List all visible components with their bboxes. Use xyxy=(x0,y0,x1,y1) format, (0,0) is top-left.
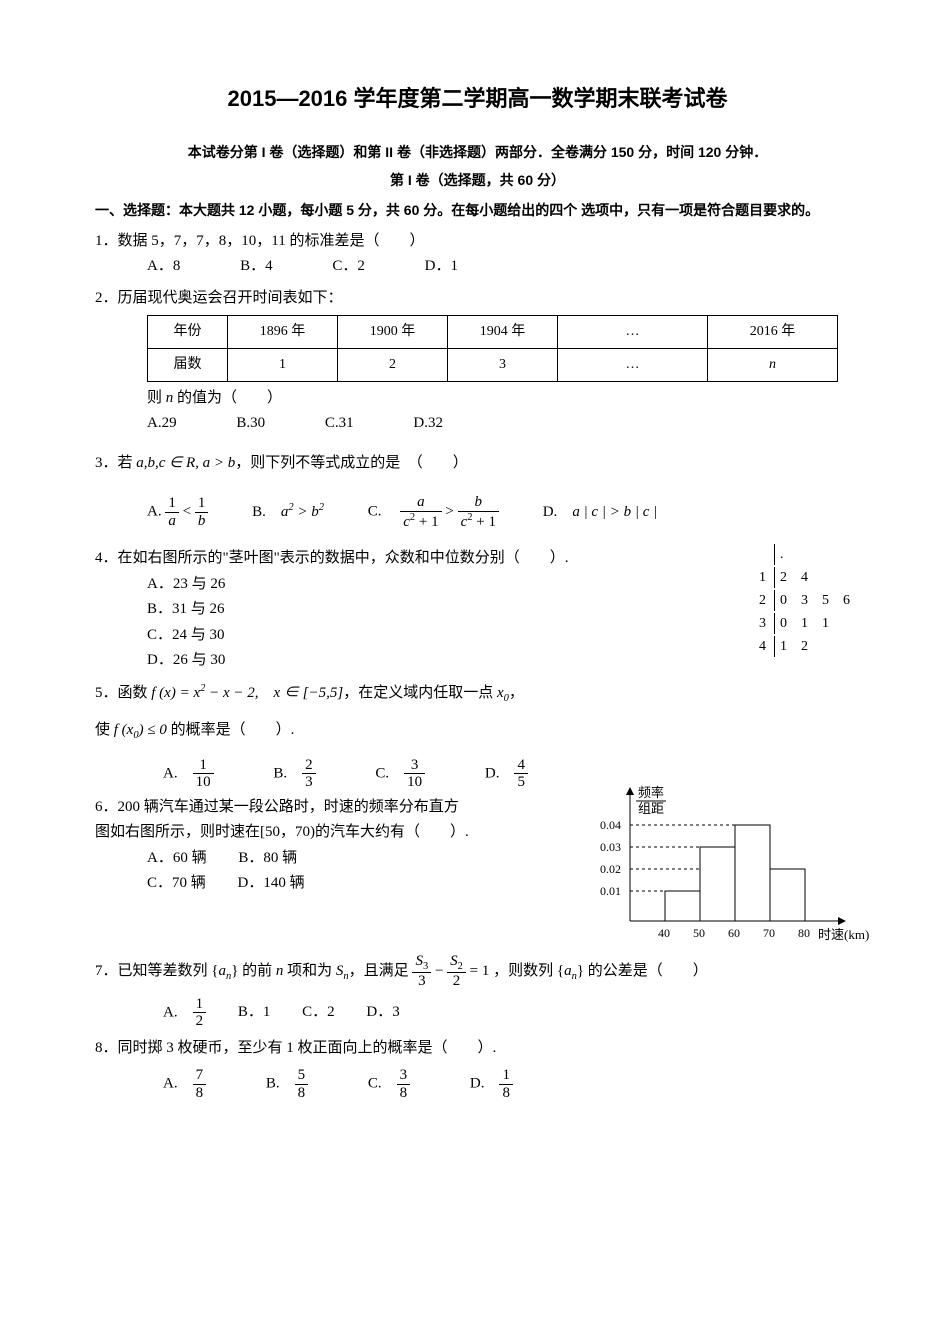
q8-opt-c: C. 38 xyxy=(368,1067,410,1101)
q6-opt-c: C．70 辆 xyxy=(147,871,206,897)
q7-opt-c: C．2 xyxy=(302,1000,335,1026)
svg-text:40: 40 xyxy=(658,926,670,940)
q2-opt-a: A.29 xyxy=(147,411,177,437)
svg-text:0.02: 0.02 xyxy=(600,862,621,876)
q4-opt-b: B．31 与 26 xyxy=(95,597,860,623)
q7-opt-a: A. 12 xyxy=(163,996,206,1030)
q3-text: 3．若 a,b,c ∈ R, a > b，则下列不等式成立的是 （ ） xyxy=(95,451,860,477)
q8-opt-b: B. 58 xyxy=(266,1067,308,1101)
q2-h0: 年份 xyxy=(148,316,228,349)
q5-line2: 使 f (x0) ≤ 0 的概率是（ ）. xyxy=(95,718,860,745)
q4-text: 4．在如右图所示的"茎叶图"表示的数据中，众数和中位数分别（ ）. xyxy=(95,546,860,572)
question-1: 1．数据 5，7，7，8，10，11 的标准差是（ ） A．8 B．4 C．2 … xyxy=(95,229,860,280)
question-5: 5．函数 f (x) = x2 − x − 2, x ∈ [−5,5]，在定义域… xyxy=(95,680,860,708)
q2-r1: 1 xyxy=(228,349,338,382)
svg-text:0.04: 0.04 xyxy=(600,818,621,832)
q8-opt-d: D. 18 xyxy=(470,1067,513,1101)
table-row: 年份 1896 年 1900 年 1904 年 … 2016 年 xyxy=(148,316,838,349)
svg-text:时速(km): 时速(km) xyxy=(818,927,869,942)
svg-text:0.03: 0.03 xyxy=(600,840,621,854)
section-header: 一、选择题：本大题共 12 小题，每小题 5 分，共 60 分。在每小题给出的四… xyxy=(95,199,860,223)
q2-r5: n xyxy=(708,349,838,382)
histogram-chart: 0.04 0.03 0.02 0.01 40 50 60 70 80 频率 组距… xyxy=(570,781,870,971)
question-2: 2．历届现代奥运会召开时间表如下： 年份 1896 年 1900 年 1904 … xyxy=(95,286,860,437)
q2-opt-b: B.30 xyxy=(236,411,265,437)
q2-r4: … xyxy=(558,349,708,382)
svg-text:50: 50 xyxy=(693,926,705,940)
q2-h3: 1904 年 xyxy=(448,316,558,349)
q6-opt-a: A．60 辆 xyxy=(147,846,207,872)
q2-r3: 3 xyxy=(448,349,558,382)
q5-opt-a: A. 110 xyxy=(163,757,214,791)
q4-opt-c: C．24 与 30 xyxy=(95,623,860,649)
table-row: 届数 1 2 3 … n xyxy=(148,349,838,382)
q2-opt-d: D.32 xyxy=(413,411,443,437)
stem-leaf-plot: . 12 4 20 3 5 6 30 1 1 41 2 xyxy=(754,542,855,659)
q7-opt-b: B．1 xyxy=(238,1000,271,1026)
svg-text:60: 60 xyxy=(728,926,740,940)
q3-opt-a: A. 1a < 1b xyxy=(147,495,208,529)
q2-h2: 1900 年 xyxy=(338,316,448,349)
page-title: 2015—2016 学年度第二学期高一数学期末联考试卷 xyxy=(95,80,860,117)
q3-opt-b: B. a2 > b2 xyxy=(252,499,324,526)
q7-opt-d: D．3 xyxy=(366,1000,399,1026)
q6-opt-b: B．80 辆 xyxy=(238,846,297,872)
q2-h4: … xyxy=(558,316,708,349)
q5-opt-c: C. 310 xyxy=(375,757,425,791)
svg-text:80: 80 xyxy=(798,926,810,940)
q2-r0: 届数 xyxy=(148,349,228,382)
svg-text:0.01: 0.01 xyxy=(600,884,621,898)
q6-text2: 图如右图所示，则时速在[50，70)的汽车大约有（ ）. xyxy=(95,820,515,846)
q2-r2: 2 xyxy=(338,349,448,382)
q2-h1: 1896 年 xyxy=(228,316,338,349)
q8-opt-a: A. 78 xyxy=(163,1067,206,1101)
q2-then: 则 n 的值为（ ） xyxy=(95,386,860,412)
q2-text: 2．历届现代奥运会召开时间表如下： xyxy=(95,286,860,312)
q5-opt-b: B. 23 xyxy=(273,757,315,791)
svg-text:70: 70 xyxy=(763,926,775,940)
q3-opt-d: D. a | c | > b | c | xyxy=(543,500,658,526)
q8-text: 8．同时掷 3 枚硬币，至少有 1 枚正面向上的概率是（ ）. xyxy=(95,1036,860,1062)
histogram-svg: 0.04 0.03 0.02 0.01 40 50 60 70 80 频率 组距… xyxy=(570,781,870,961)
q2-table: 年份 1896 年 1900 年 1904 年 … 2016 年 届数 1 2 … xyxy=(147,315,838,382)
q6-text1: 6．200 辆汽车通过某一段公路时，时速的频率分布直方 xyxy=(95,795,515,821)
q1-opt-d: D．1 xyxy=(425,254,458,280)
q3-opt-c: C. ac2 + 1 > bc2 + 1 xyxy=(368,494,499,530)
q1-opt-c: C．2 xyxy=(332,254,365,280)
svg-text:组距: 组距 xyxy=(638,801,664,816)
q4-opt-a: A．23 与 26 xyxy=(95,572,860,598)
question-3: 3．若 a,b,c ∈ R, a > b，则下列不等式成立的是 （ ） A. 1… xyxy=(95,451,860,531)
question-4: 4．在如右图所示的"茎叶图"表示的数据中，众数和中位数分别（ ）. A．23 与… xyxy=(95,546,860,674)
q1-text: 1．数据 5，7，7，8，10，11 的标准差是（ ） xyxy=(95,229,860,255)
q6-opt-d: D．140 辆 xyxy=(238,871,305,897)
question-8: 8．同时掷 3 枚硬币，至少有 1 枚正面向上的概率是（ ）. A. 78 B.… xyxy=(95,1036,860,1102)
svg-text:频率: 频率 xyxy=(638,785,664,800)
q2-opt-c: C.31 xyxy=(325,411,354,437)
subtitle-line2: 第 I 卷（选择题，共 60 分） xyxy=(95,169,860,193)
q1-opt-b: B．4 xyxy=(240,254,273,280)
q5-text: 5．函数 f (x) = x2 − x − 2, x ∈ [−5,5]，在定义域… xyxy=(95,680,860,708)
question-6: 6．200 辆汽车通过某一段公路时，时速的频率分布直方 图如右图所示，则时速在[… xyxy=(95,795,860,897)
q5-opt-d: D. 45 xyxy=(485,757,528,791)
q2-h5: 2016 年 xyxy=(708,316,838,349)
q1-opt-a: A．8 xyxy=(147,254,180,280)
subtitle-line1: 本试卷分第 I 卷（选择题）和第 II 卷（非选择题）两部分．全卷满分 150 … xyxy=(95,141,860,165)
q4-opt-d: D．26 与 30 xyxy=(95,648,860,674)
